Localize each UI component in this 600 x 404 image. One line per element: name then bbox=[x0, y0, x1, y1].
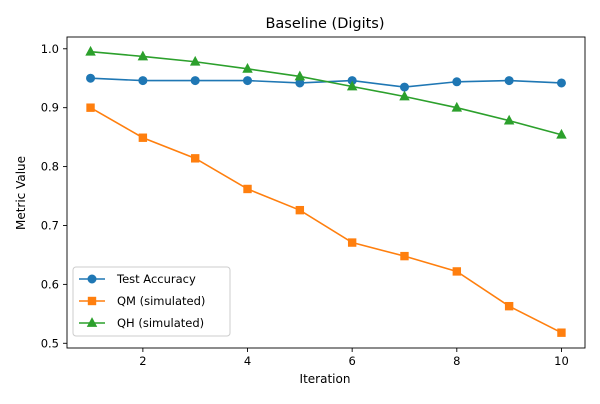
data-point-qm-simulated bbox=[86, 103, 95, 112]
data-point-qm-simulated bbox=[504, 301, 514, 311]
series-line-qm-simulated bbox=[90, 106, 562, 334]
data-point-qh-simulated bbox=[451, 101, 463, 112]
data-point-qm-simulated bbox=[557, 328, 566, 337]
data-point-qm-simulated bbox=[243, 184, 252, 194]
legend-marker-qh-simulated bbox=[86, 317, 98, 327]
legend: Test Accuracy QM (simulated) QH (simulated… bbox=[72, 266, 231, 337]
data-point-qh-simulated bbox=[189, 55, 201, 66]
legend-marker-test-accuracy bbox=[87, 274, 97, 284]
data-point-qh-simulated bbox=[137, 50, 149, 61]
data-point-qh-simulated bbox=[503, 114, 515, 125]
data-point-qm-simulated bbox=[138, 133, 148, 142]
data-point-qm-simulated bbox=[400, 251, 409, 261]
x-tick-label: 8 bbox=[453, 354, 460, 368]
data-point-qh-simulated bbox=[346, 80, 358, 91]
series-line-qh-simulated bbox=[90, 50, 562, 136]
data-point-test-accuracy bbox=[190, 76, 200, 86]
y-axis-label: Metric Value bbox=[14, 156, 28, 230]
data-point-qh-simulated bbox=[294, 70, 306, 81]
plot-area-frame bbox=[66, 36, 586, 349]
data-point-qm-simulated bbox=[347, 238, 357, 247]
data-point-qm-simulated bbox=[190, 154, 200, 163]
y-tick-label: 0.7 bbox=[41, 218, 59, 232]
x-axis-ticks: 2 4 6 8 10 bbox=[139, 348, 569, 368]
series-qh-simulated bbox=[85, 45, 567, 139]
data-point-test-accuracy bbox=[452, 77, 462, 87]
data-point-qh-simulated bbox=[85, 45, 96, 56]
data-point-test-accuracy bbox=[86, 73, 96, 83]
x-axis-label: Iteration bbox=[300, 372, 351, 386]
y-tick-label: 0.6 bbox=[41, 277, 59, 291]
y-tick-label: 0.8 bbox=[41, 160, 59, 174]
data-point-test-accuracy bbox=[138, 76, 148, 86]
x-tick-label: 4 bbox=[244, 354, 251, 368]
legend-label-qm-simulated: QM (simulated) bbox=[117, 294, 205, 308]
y-axis-ticks: 0.5 0.6 0.7 0.8 0.9 1.0 bbox=[41, 42, 67, 350]
x-tick-label: 6 bbox=[348, 354, 355, 368]
y-tick-label: 1.0 bbox=[41, 42, 59, 56]
series-qm-simulated bbox=[86, 103, 566, 337]
data-point-qh-simulated bbox=[242, 62, 253, 73]
series-layer bbox=[85, 45, 567, 337]
x-tick-label: 2 bbox=[139, 354, 146, 368]
data-point-test-accuracy bbox=[504, 76, 514, 86]
legend-marker-qm-simulated bbox=[87, 296, 97, 306]
data-point-qm-simulated bbox=[452, 267, 462, 276]
data-point-test-accuracy bbox=[556, 78, 566, 88]
data-point-test-accuracy bbox=[243, 76, 253, 86]
data-point-qh-simulated bbox=[399, 90, 410, 101]
data-point-qm-simulated bbox=[295, 205, 305, 215]
y-tick-label: 0.5 bbox=[41, 336, 59, 350]
legend-label-qh-simulated: QH (simulated) bbox=[117, 316, 204, 330]
y-tick-label: 0.9 bbox=[41, 101, 59, 115]
legend-label-test-accuracy: Test Accuracy bbox=[116, 272, 196, 286]
data-point-qh-simulated bbox=[556, 128, 567, 139]
data-point-test-accuracy bbox=[399, 82, 409, 92]
chart-title: Baseline (Digits) bbox=[265, 16, 384, 32]
legend-box bbox=[72, 266, 231, 337]
x-tick-label: 10 bbox=[554, 354, 569, 368]
